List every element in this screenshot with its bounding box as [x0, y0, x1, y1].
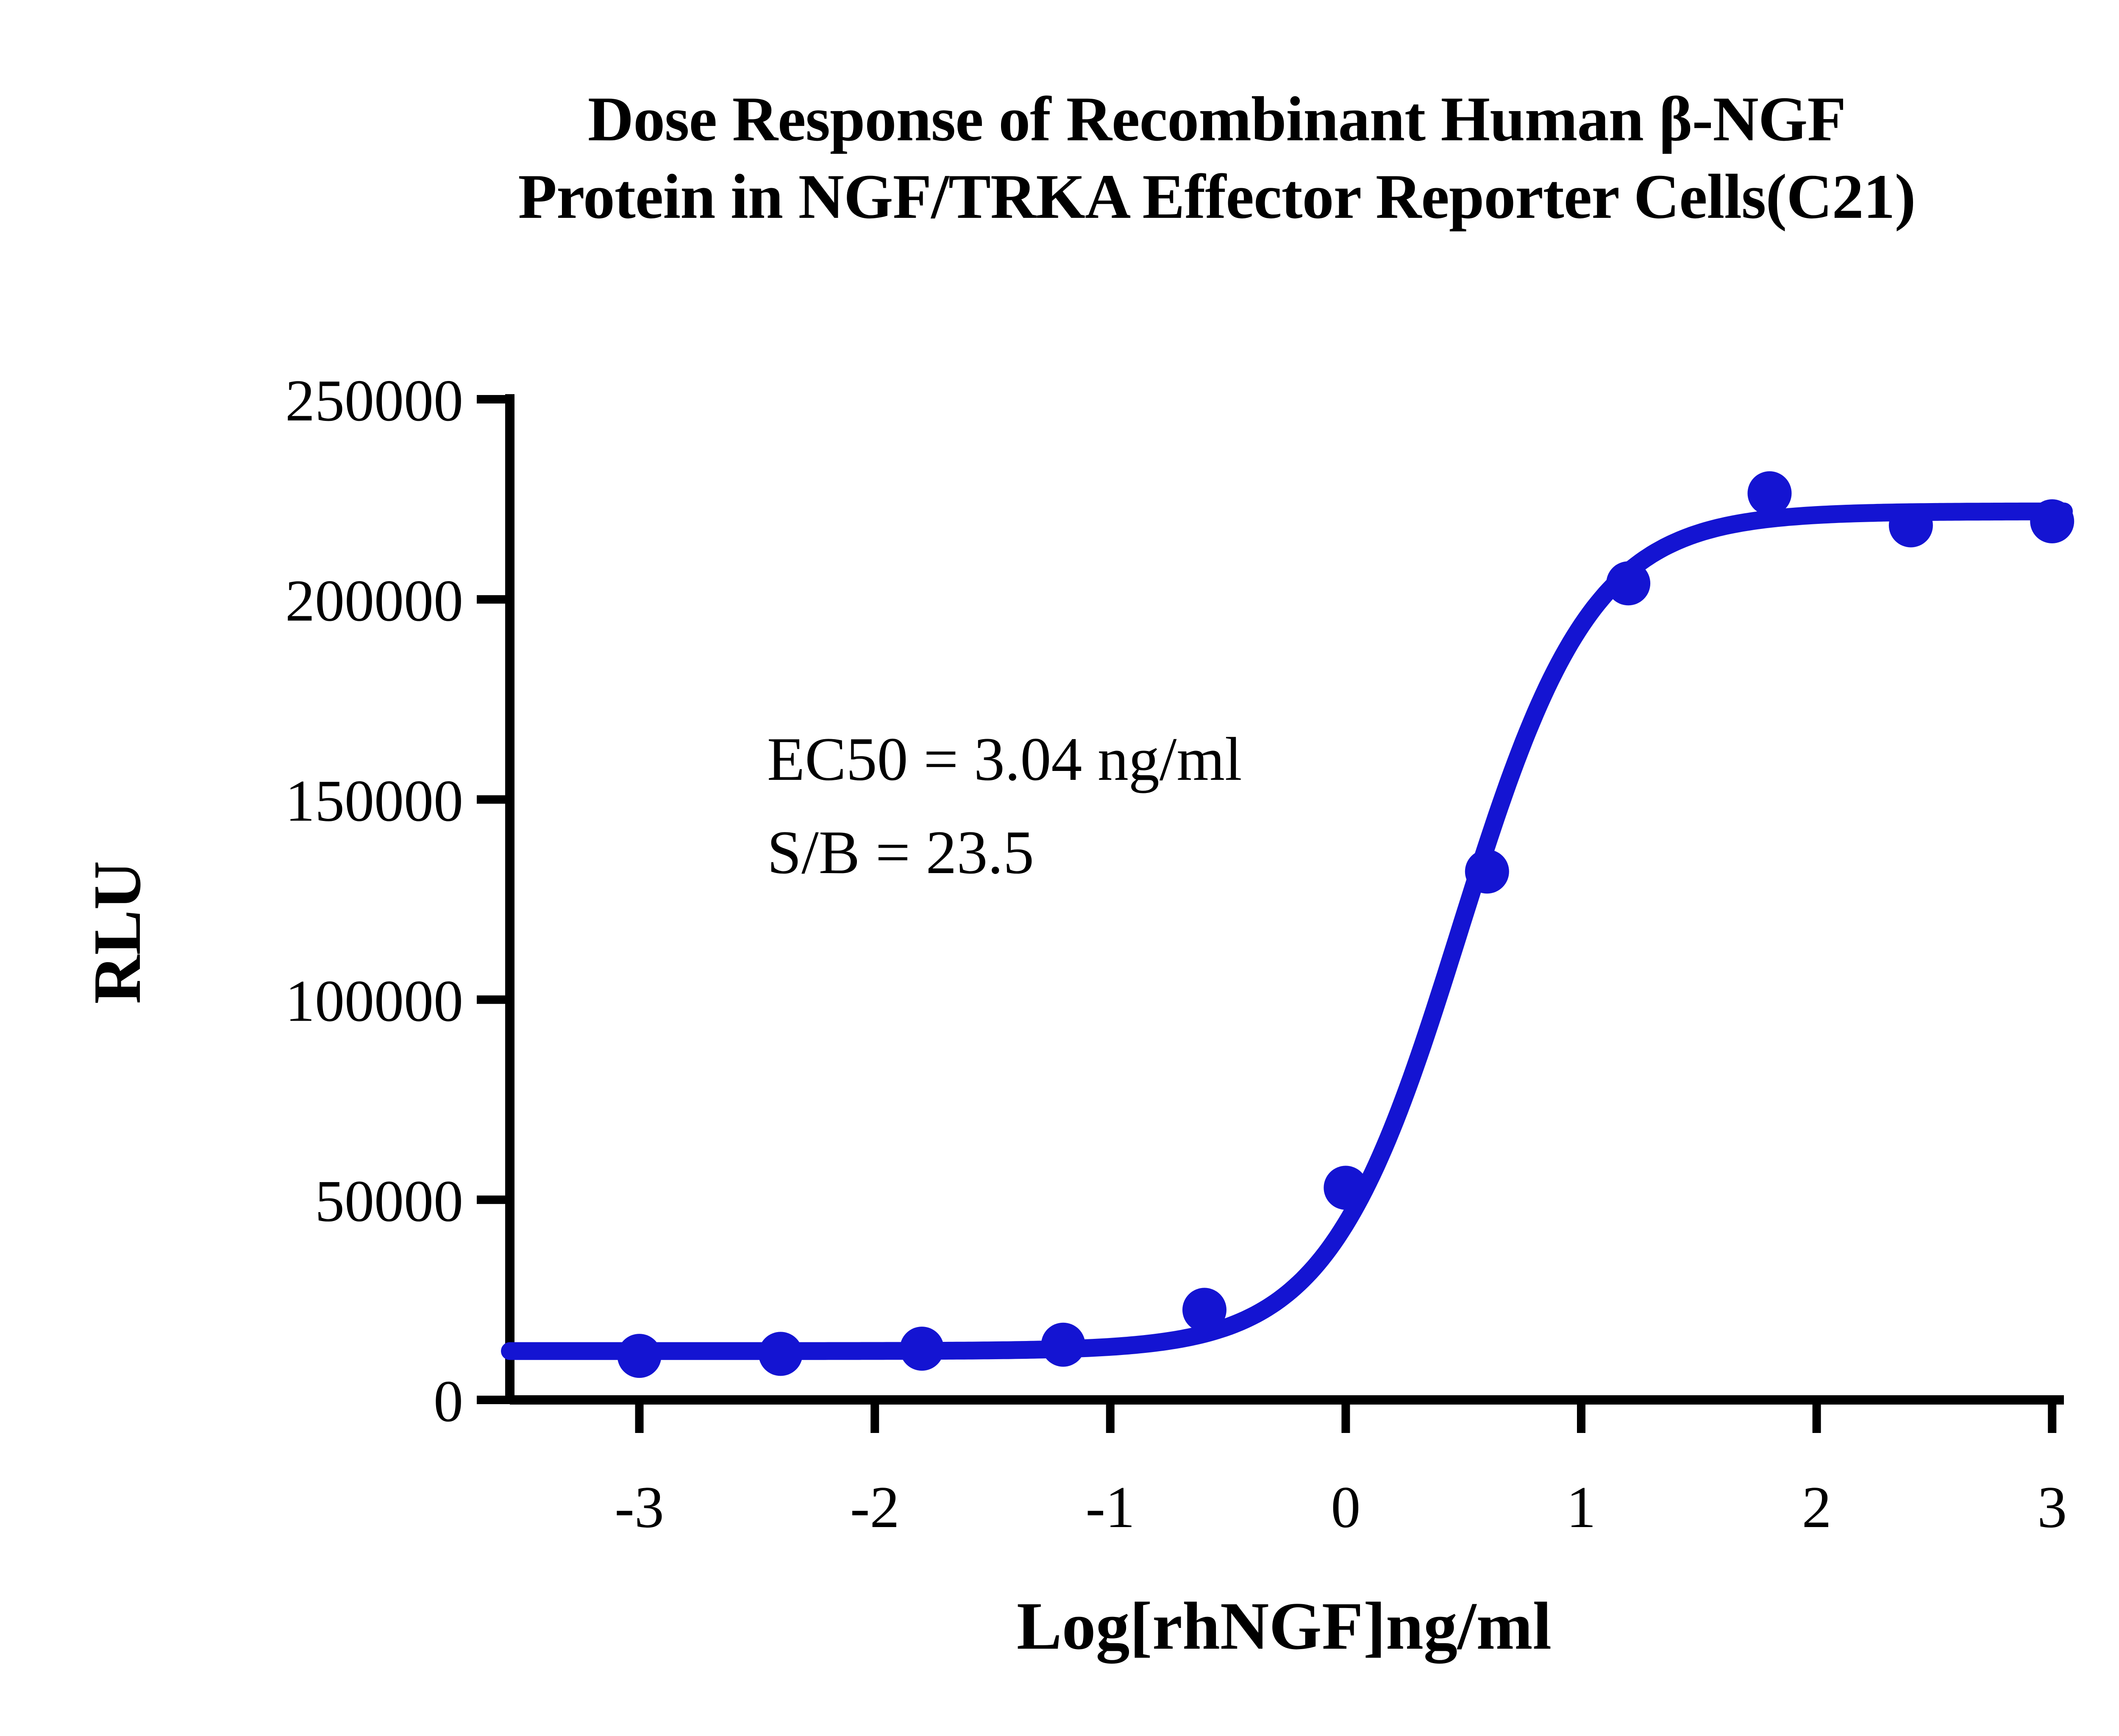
x-tick-label: -1 — [1085, 1474, 1135, 1540]
data-point — [758, 1332, 803, 1376]
x-axis-ticks: -3 -2 -1 0 1 2 3 — [615, 1400, 2067, 1540]
data-point — [1747, 471, 1792, 515]
y-tick-label: 250000 — [285, 368, 463, 434]
x-tick-label: 1 — [1566, 1474, 1596, 1540]
title-line-2: Protein in NGF/TRKA Effector Reporter Ce… — [518, 161, 1916, 232]
y-axis-title: RLU — [79, 861, 155, 1004]
x-tick-label: -2 — [850, 1474, 900, 1540]
data-point — [1324, 1166, 1368, 1210]
data-point — [1182, 1288, 1226, 1332]
data-point — [2030, 499, 2075, 543]
y-tick-label: 150000 — [285, 768, 463, 834]
y-tick-label: 200000 — [285, 568, 463, 634]
data-point-group — [617, 471, 2075, 1378]
x-tick-label: -3 — [615, 1474, 664, 1540]
y-tick-label: 100000 — [285, 968, 463, 1034]
x-tick-label: 3 — [2037, 1474, 2067, 1540]
y-tick-label: 50000 — [315, 1168, 463, 1234]
data-point — [1888, 503, 1933, 548]
x-axis-title: Log[rhNGF]ng/ml — [1017, 1588, 1552, 1664]
title-line-1: Dose Response of Recombinant Human β-NGF — [587, 84, 1846, 154]
data-point — [900, 1327, 944, 1371]
page-title: Dose Response of Recombinant Human β-NGF… — [0, 81, 2119, 236]
data-point — [1606, 561, 1651, 606]
data-point — [1041, 1322, 1085, 1367]
sb-annotation: S/B = 23.5 — [767, 818, 1034, 887]
y-axis-ticks: 0 50000 100000 150000 200000 250000 — [285, 368, 510, 1434]
ec50-annotation: EC50 = 3.04 ng/ml — [767, 725, 1242, 793]
x-tick-label: 2 — [1802, 1474, 1832, 1540]
x-tick-label: 0 — [1331, 1474, 1360, 1540]
data-point — [617, 1334, 662, 1378]
data-point — [1465, 849, 1509, 894]
fit-curve — [501, 502, 2073, 1360]
y-tick-label: 0 — [434, 1369, 463, 1434]
